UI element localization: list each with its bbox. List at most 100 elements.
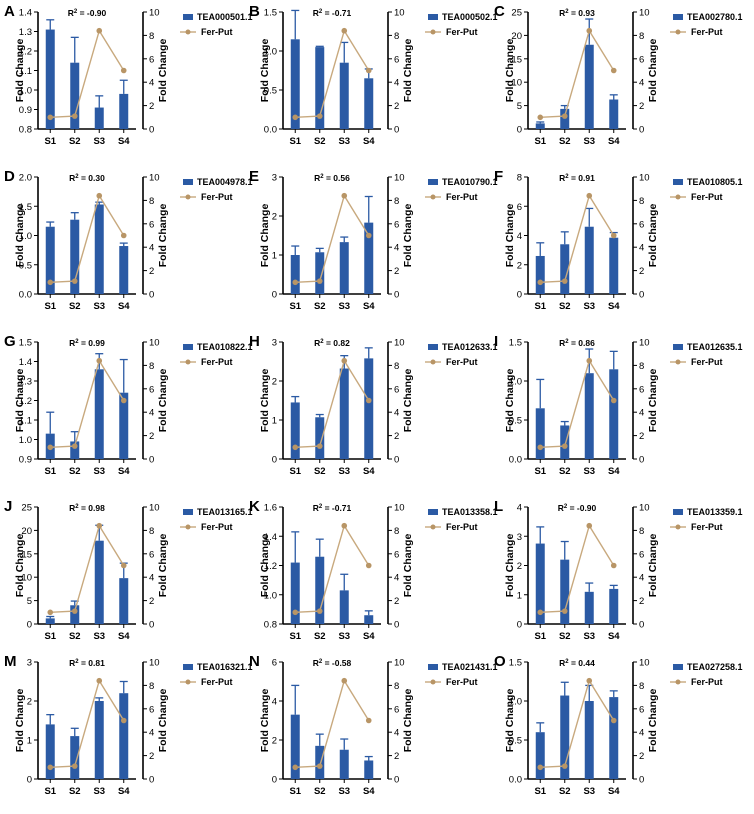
legend-bar-swatch-c	[673, 14, 683, 20]
left-tick-label-c: 0	[517, 125, 522, 136]
bar-k-s1	[290, 562, 300, 624]
right-tick-label-o: 8	[639, 681, 644, 692]
right-tick-label-n: 4	[394, 728, 399, 739]
right-tick-label-d: 2	[149, 266, 154, 277]
legend-ferput-label-e: Fer-Put	[446, 192, 478, 202]
x-tick-label-b: S1	[289, 136, 301, 147]
fer-put-point-l-s1	[537, 609, 544, 616]
right-axis-label-j: Fold Change	[157, 534, 169, 598]
bar-o-s2	[560, 695, 570, 779]
bar-f-s4	[609, 237, 619, 294]
right-tick-label-o: 6	[639, 704, 644, 715]
r2-prefix: R	[313, 658, 319, 668]
left-axis-label-i: Fold Change	[504, 369, 516, 433]
right-axis-label-m: Fold Change	[157, 689, 169, 753]
right-tick-label-l: 0	[639, 620, 644, 631]
r2-label-l: R2 = -0.90	[558, 503, 597, 513]
r2-prefix: R	[314, 338, 320, 348]
legend-bar-swatch-e	[428, 179, 438, 185]
right-tick-label-k: 4	[394, 573, 399, 584]
bar-c-s4	[609, 99, 619, 129]
right-tick-label-j: 2	[149, 596, 154, 607]
fer-put-line-a	[50, 29, 125, 118]
x-tick-label-l: S3	[583, 631, 595, 642]
r2-superscript: 2	[320, 174, 324, 180]
left-tick-label-g: 1.2	[19, 396, 32, 407]
panel-letter-b: B	[249, 3, 260, 20]
r2-superscript: 2	[564, 504, 568, 510]
left-tick-label-h: 2	[272, 377, 277, 388]
right-tick-label-o: 10	[639, 658, 650, 669]
bar-o-s3	[584, 701, 594, 779]
right-axis-label-a: Fold Change	[157, 39, 169, 103]
legend-gene-label-f: TEA010805.1	[687, 177, 743, 187]
right-tick-label-g: 10	[149, 338, 160, 349]
legend-ferput-label-m: Fer-Put	[201, 677, 233, 687]
left-tick-label-j: 15	[21, 549, 32, 560]
bar-g-s4	[119, 392, 129, 459]
fer-put-point-g-s1	[47, 444, 54, 451]
left-tick-label-h: 0	[272, 455, 277, 466]
r2-prefix: R	[69, 658, 75, 668]
x-tick-label-d: S4	[118, 301, 130, 312]
right-tick-label-a: 8	[149, 31, 154, 42]
left-tick-label-a: 1.4	[19, 8, 32, 19]
x-tick-label-f: S1	[534, 301, 546, 312]
r2-superscript: 2	[319, 504, 323, 510]
left-tick-label-k: 0.8	[264, 620, 277, 631]
x-tick-label-n: S3	[338, 786, 350, 797]
r2-prefix: R	[314, 173, 320, 183]
r2-value: = 0.81	[79, 658, 106, 668]
left-tick-label-e: 1	[272, 251, 277, 262]
x-tick-label-g: S4	[118, 466, 130, 477]
panel-letter-h: H	[249, 333, 260, 350]
right-tick-label-d: 8	[149, 196, 154, 207]
left-tick-label-l: 0	[517, 620, 522, 631]
fer-put-point-e-s4	[365, 232, 372, 239]
panel-letter-f: F	[494, 168, 503, 185]
r2-superscript: 2	[565, 174, 569, 180]
fer-put-point-o-s4	[610, 717, 617, 724]
fer-put-point-m-s4	[120, 717, 127, 724]
fer-put-point-b-s3	[341, 27, 348, 34]
legend-gene-label-c: TEA002780.1	[687, 12, 743, 22]
fer-put-line-c	[540, 29, 615, 118]
fer-put-line-n	[295, 679, 370, 768]
fer-put-point-e-s1	[292, 279, 299, 286]
left-axis-label-m: Fold Change	[14, 689, 26, 753]
bar-i-s2	[560, 425, 570, 459]
fer-put-point-n-s1	[292, 764, 299, 771]
left-tick-label-d: 1.5	[19, 202, 32, 213]
fer-put-line-l	[540, 524, 615, 613]
right-tick-label-j: 4	[149, 573, 154, 584]
r2-value: = 0.91	[569, 173, 596, 183]
legend-ferput-label-j: Fer-Put	[201, 522, 233, 532]
bar-g-s3	[94, 369, 104, 459]
r2-value: = 0.99	[79, 338, 106, 348]
legend-gene-label-l: TEA013359.1	[687, 507, 743, 517]
x-tick-label-b: S4	[363, 136, 375, 147]
bar-e-s1	[290, 255, 300, 294]
right-tick-label-l: 2	[639, 596, 644, 607]
r2-prefix: R	[559, 338, 565, 348]
fer-put-point-o-s1	[537, 764, 544, 771]
bar-o-s4	[609, 697, 619, 779]
r2-superscript: 2	[565, 9, 569, 15]
left-tick-label-k: 1.4	[264, 532, 277, 543]
bar-i-s1	[535, 408, 545, 459]
right-tick-label-h: 10	[394, 338, 405, 349]
right-tick-label-e: 4	[394, 243, 399, 254]
fer-put-point-i-s4	[610, 397, 617, 404]
x-tick-label-f: S2	[559, 301, 571, 312]
right-tick-label-j: 8	[149, 526, 154, 537]
r2-superscript: 2	[319, 659, 323, 665]
fer-put-point-h-s2	[316, 443, 323, 449]
left-tick-label-d: 0.0	[19, 290, 32, 301]
legend-marker-d	[185, 194, 191, 200]
x-tick-label-h: S3	[338, 466, 350, 477]
fer-put-line-e	[295, 194, 370, 283]
x-tick-label-l: S1	[534, 631, 546, 642]
r2-value: = -0.58	[322, 658, 351, 668]
r2-value: = 0.82	[324, 338, 351, 348]
